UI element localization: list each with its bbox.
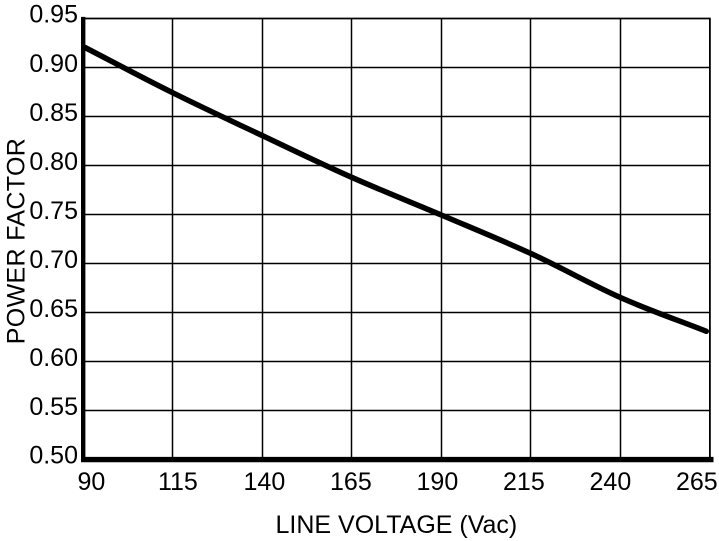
svg-text:0.80: 0.80 bbox=[29, 148, 78, 176]
svg-text:0.90: 0.90 bbox=[29, 50, 78, 78]
svg-text:LINE VOLTAGE (Vac): LINE VOLTAGE (Vac) bbox=[276, 511, 518, 539]
svg-text:190: 190 bbox=[417, 468, 459, 496]
svg-text:0.50: 0.50 bbox=[29, 441, 78, 469]
svg-text:0.55: 0.55 bbox=[29, 393, 78, 421]
svg-text:215: 215 bbox=[503, 468, 545, 496]
svg-text:0.65: 0.65 bbox=[29, 295, 78, 323]
svg-text:165: 165 bbox=[330, 468, 372, 496]
svg-text:140: 140 bbox=[244, 468, 286, 496]
svg-text:0.60: 0.60 bbox=[29, 344, 78, 372]
svg-text:0.95: 0.95 bbox=[29, 0, 78, 28]
svg-text:265: 265 bbox=[676, 468, 718, 496]
svg-text:0.70: 0.70 bbox=[29, 246, 78, 274]
svg-text:0.75: 0.75 bbox=[29, 197, 78, 225]
svg-text:90: 90 bbox=[77, 468, 105, 496]
svg-text:115: 115 bbox=[158, 468, 198, 496]
svg-text:240: 240 bbox=[590, 468, 632, 496]
svg-text:POWER FACTOR: POWER FACTOR bbox=[3, 138, 31, 344]
svg-text:0.85: 0.85 bbox=[29, 99, 78, 127]
